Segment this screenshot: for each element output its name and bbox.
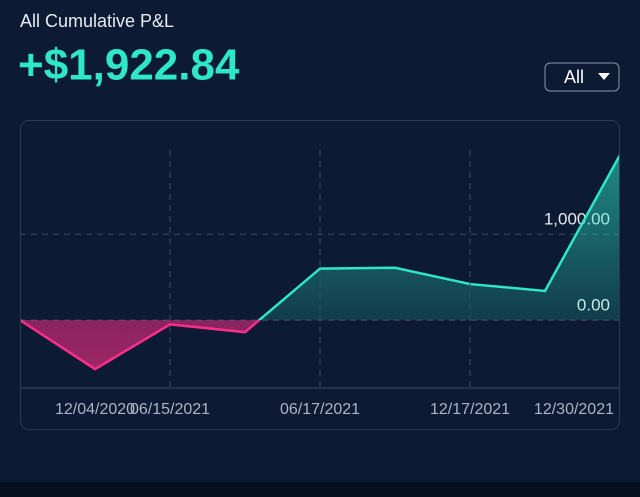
- x-tick-label: 12/04/2020: [55, 401, 135, 418]
- total: +$1,922.84: [18, 41, 240, 90]
- range-label[interactable]: All: [564, 67, 584, 87]
- line-negative: [21, 320, 262, 371]
- x-tick-label: 12/17/2021: [430, 401, 510, 418]
- range-dropdown[interactable]: [544, 62, 620, 92]
- chart-panel: [20, 120, 620, 430]
- line-positive: [21, 154, 619, 321]
- bottom-bar: [0, 482, 640, 497]
- title: All Cumulative P&L: [20, 11, 174, 31]
- x-tick-label: 06/15/2021: [130, 401, 210, 418]
- area-negative: [21, 320, 260, 370]
- dropdown-arrow[interactable]: [598, 73, 610, 80]
- x-tick-label: 06/17/2021: [280, 401, 360, 418]
- x-tick-label: 12/30/2021: [534, 401, 614, 418]
